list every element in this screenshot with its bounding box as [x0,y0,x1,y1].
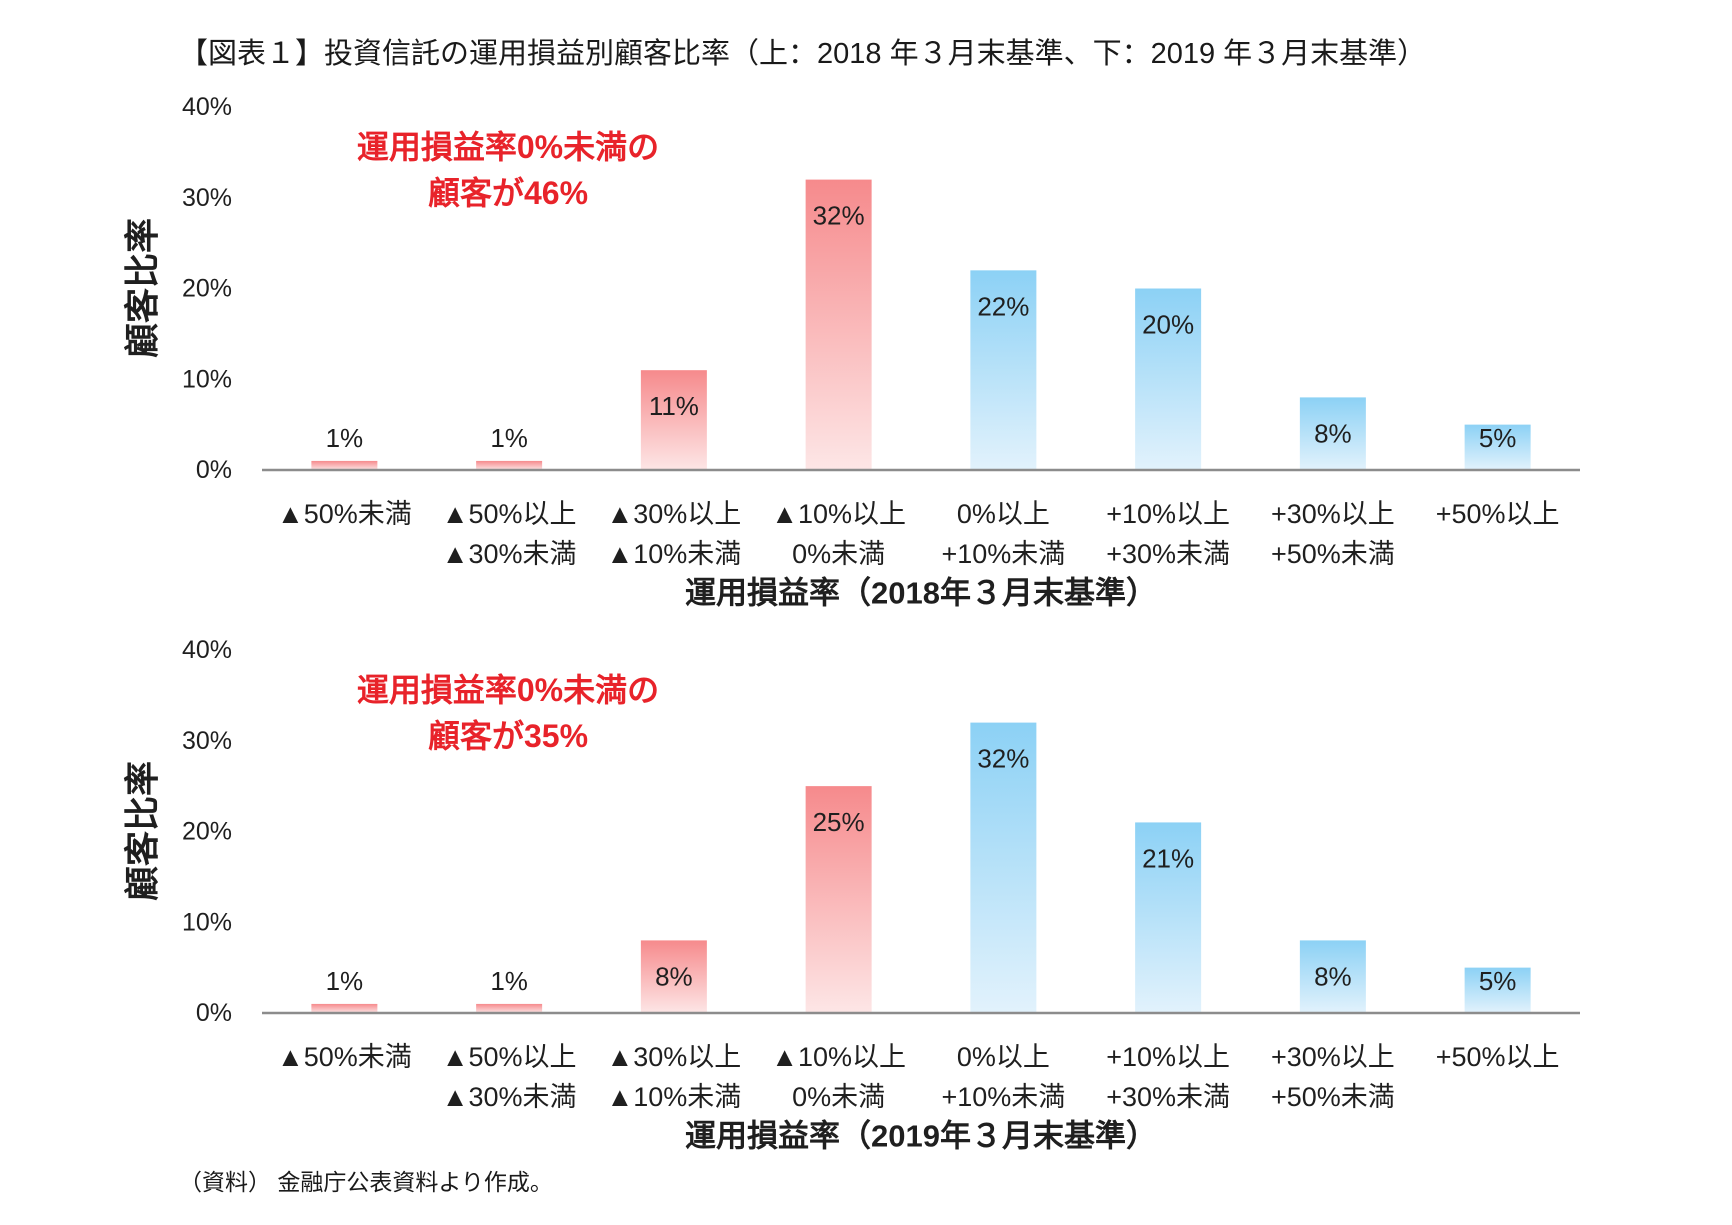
data-label-3: 8% [655,961,693,991]
data-label-6: 21% [1142,843,1194,873]
category-label-6-line-2: +30%未満 [1106,539,1230,569]
category-label-6-line-2: +30%未満 [1106,1082,1230,1112]
data-label-4: 25% [813,807,865,837]
category-label-2-line-2: ▲30%未満 [442,539,577,569]
category-label-5-line-2: +10%未満 [941,1082,1065,1112]
bar-1 [311,1003,378,1013]
category-label-2-line-1: ▲50%以上 [442,1042,577,1072]
data-label-2: 1% [490,423,528,453]
bar-7 [1299,940,1366,1013]
bar-6 [1135,822,1202,1013]
data-label-1: 1% [326,423,364,453]
bar-3 [640,370,707,470]
data-label-5: 32% [977,744,1029,774]
data-label-7: 8% [1314,961,1352,991]
category-label-3-line-2: ▲10%未満 [606,1082,741,1112]
annotation: 運用損益率0%未満の 顧客が35% [357,672,659,754]
data-label-3: 11% [649,391,699,421]
y-tick-label-0: 0% [196,456,232,484]
category-label-1-line-1: ▲50%未満 [277,499,412,529]
data-label-4: 32% [813,201,865,231]
bottom-bar-chart: 0% 10% 20% 30% 40% 1% 1% 8% 25% 32% 21% 8% 5% ▲50%未… [123,636,1580,1154]
category-label-3-line-2: ▲10%未満 [606,539,741,569]
y-tick-label-10: 10% [182,908,232,936]
bar-6 [1135,288,1202,470]
annotation-line-2: 顧客が46% [428,175,588,211]
bar-2 [476,460,543,470]
annotation-line-1: 運用損益率0%未満の [357,672,659,708]
y-tick-label-20: 20% [182,275,232,303]
bar-8 [1464,967,1531,1013]
annotation: 運用損益率0%未満の 顧客が46% [357,129,659,211]
bar-8 [1464,424,1531,470]
y-tick-label-30: 30% [182,184,232,212]
category-label-5-line-1: 0%以上 [957,499,1050,529]
category-label-4-line-2: 0%未満 [792,1082,885,1112]
y-axis-title: 顧客比率 [123,218,163,358]
bar-7 [1299,397,1366,470]
source-note: （資料） 金融庁公表資料より作成。 [179,1169,553,1195]
x-axis-title: 運用損益率（2018年３月末基準） [685,576,1157,611]
figure-title: 【図表１】投資信託の運用損益別顧客比率（上：2018 年３月末基準、下：2019… [179,38,1427,70]
category-label-7-line-1: +30%以上 [1271,499,1395,529]
category-label-7-line-1: +30%以上 [1271,1042,1395,1072]
bar-3 [640,940,707,1013]
category-label-3-line-1: ▲30%以上 [606,499,741,529]
y-tick-label-40: 40% [182,93,232,121]
category-label-8-line-1: +50%以上 [1436,499,1560,529]
y-tick-label-10: 10% [182,365,232,393]
bar-2 [476,1003,543,1013]
category-label-5-line-2: +10%未満 [941,539,1065,569]
x-axis-category-labels: ▲50%未満 ▲50%以上 ▲30%未満 ▲30%以上 ▲10%未満 ▲10%以上 0%未満… [277,1042,1560,1112]
bar-5 [970,270,1037,470]
category-label-4-line-1: ▲10%以上 [771,499,906,529]
bar-4 [805,786,872,1013]
top-bar-chart: 0% 10% 20% 30% 40% 1% 1% 11% 32% 22% 20% 8% 5% ▲50%… [123,93,1580,611]
bar-5 [970,722,1037,1013]
data-label-7: 8% [1314,418,1352,448]
data-label-1: 1% [326,966,364,996]
bars [311,179,1531,470]
data-label-5: 22% [977,291,1029,321]
annotation-line-1: 運用損益率0%未満の [357,129,659,165]
category-label-8-line-1: +50%以上 [1436,1042,1560,1072]
x-axis-category-labels: ▲50%未満 ▲50%以上 ▲30%未満 ▲30%以上 ▲10%未満 ▲10%以上 0%未満… [277,499,1560,569]
category-label-2-line-1: ▲50%以上 [442,499,577,529]
y-axis-title: 顧客比率 [123,761,163,901]
category-label-1-line-1: ▲50%未満 [277,1042,412,1072]
y-axis-tick-labels: 0% 10% 20% 30% 40% [182,93,232,484]
data-labels: 1% 1% 11% 32% 22% 20% 8% 5% [326,201,1517,453]
category-label-6-line-1: +10%以上 [1106,499,1230,529]
y-tick-label-40: 40% [182,636,232,664]
bar-4 [805,179,872,470]
y-tick-label-30: 30% [182,727,232,755]
category-label-6-line-1: +10%以上 [1106,1042,1230,1072]
category-label-7-line-2: +50%未満 [1271,1082,1395,1112]
category-label-5-line-1: 0%以上 [957,1042,1050,1072]
bar-1 [311,460,378,470]
category-label-7-line-2: +50%未満 [1271,539,1395,569]
data-label-6: 20% [1142,310,1194,340]
category-label-2-line-2: ▲30%未満 [442,1082,577,1112]
x-axis-title: 運用損益率（2019年３月末基準） [685,1119,1157,1154]
data-labels: 1% 1% 8% 25% 32% 21% 8% 5% [326,744,1517,996]
bars [311,722,1531,1013]
annotation-line-2: 顧客が35% [428,718,588,754]
data-label-2: 1% [490,966,528,996]
data-label-8: 5% [1479,423,1517,453]
category-label-4-line-2: 0%未満 [792,539,885,569]
category-label-3-line-1: ▲30%以上 [606,1042,741,1072]
y-tick-label-0: 0% [196,999,232,1027]
y-tick-label-20: 20% [182,818,232,846]
category-label-4-line-1: ▲10%以上 [771,1042,906,1072]
y-axis-tick-labels: 0% 10% 20% 30% 40% [182,636,232,1027]
data-label-8: 5% [1479,966,1517,996]
